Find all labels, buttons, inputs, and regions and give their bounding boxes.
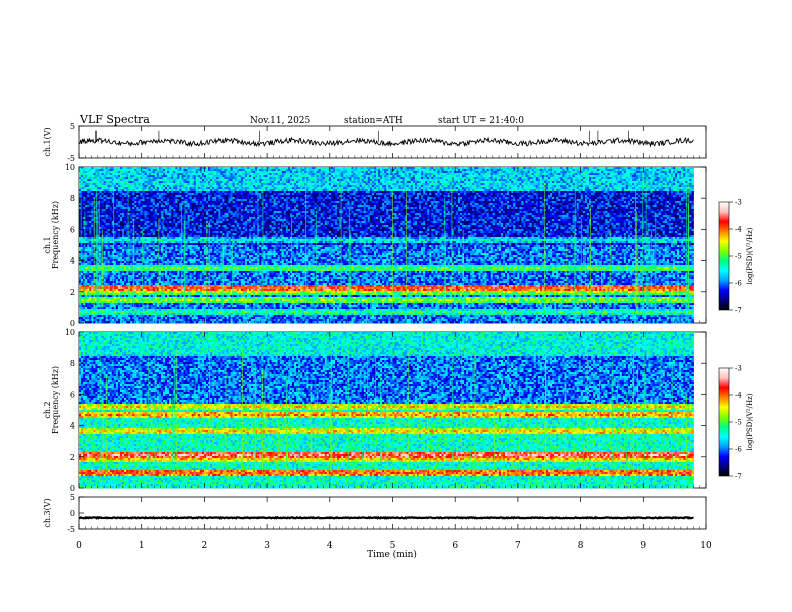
ch2-colorbar-gradient [719,368,729,476]
ch1-colorbar-gradient [719,202,729,310]
ch2-spectrogram-ylabel-line2: Frequency (kHz) [51,366,60,434]
figure-title: VLF Spectra [79,113,150,126]
figure-station: station=ATH [344,116,403,126]
ch1-waveform-ylabel: ch.1(V) [43,127,52,156]
ch1-spectrogram-ylabel-line2: Frequency (kHz) [51,201,60,269]
figure-start-time: start UT = 21:40:0 [438,116,524,126]
ch1-colorbar-label: log(PSD)(V²/Hz) [746,227,754,284]
ch3-waveform-ylabel: ch.3(V) [43,498,52,527]
ch2-colorbar-label: log(PSD)(V²/Hz) [746,393,754,450]
figure-date: Nov.11, 2025 [250,116,311,126]
